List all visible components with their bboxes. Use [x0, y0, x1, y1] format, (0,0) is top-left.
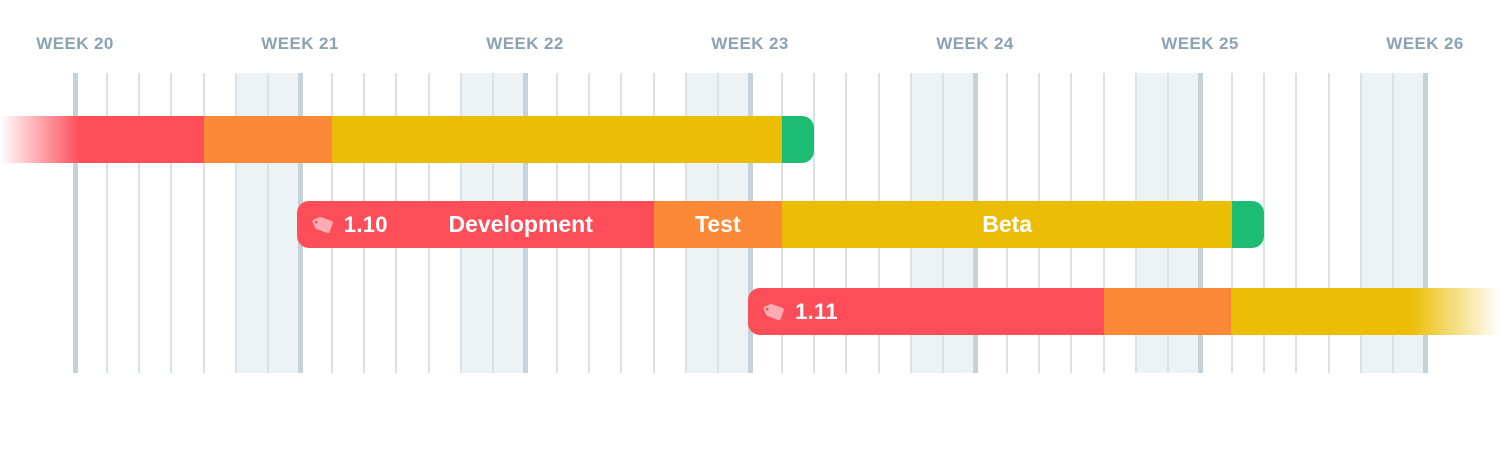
- week-label: WEEK 24: [936, 34, 1014, 53]
- week-label: WEEK 22: [486, 34, 564, 53]
- day-gridline: [1263, 73, 1266, 373]
- day-gridline: [170, 73, 173, 373]
- gantt-segment-development[interactable]: 1.11: [748, 288, 1104, 335]
- day-gridline: [234, 73, 237, 373]
- version-tag: 1.11: [748, 299, 838, 325]
- week-gridline: [72, 73, 78, 373]
- gantt-segment-test[interactable]: Test: [653, 201, 783, 248]
- gantt-segment-test[interactable]: [203, 116, 333, 163]
- gantt-segment-beta[interactable]: [332, 116, 783, 163]
- gantt-segment-release[interactable]: [1232, 201, 1265, 248]
- week-gridline: [1422, 73, 1428, 373]
- week-label: WEEK 25: [1161, 34, 1239, 53]
- day-gridline: [202, 73, 205, 373]
- week-label: WEEK 23: [711, 34, 789, 53]
- version-label: 1.10: [343, 211, 388, 237]
- gantt-segment-release[interactable]: [782, 116, 815, 163]
- week-label: WEEK 20: [36, 34, 114, 53]
- phase-label: Beta: [982, 211, 1033, 237]
- gantt-segment-beta[interactable]: Beta: [782, 201, 1233, 248]
- day-gridline: [266, 73, 269, 373]
- day-gridline: [1391, 73, 1394, 373]
- gantt-segment-beta[interactable]: [1230, 288, 1500, 335]
- gantt-segment-development[interactable]: 1.10 Development: [296, 201, 654, 248]
- day-gridline: [106, 73, 109, 373]
- day-gridline: [1295, 73, 1298, 373]
- week-label: WEEK 26: [1386, 34, 1464, 53]
- tag-icon: [760, 297, 789, 326]
- gantt-segment-test[interactable]: [1103, 288, 1231, 335]
- phase-label: Test: [695, 211, 741, 237]
- day-gridline: [1327, 73, 1330, 373]
- gantt-segment-development[interactable]: [0, 116, 204, 163]
- tag-icon: [309, 210, 338, 239]
- phase-label: Development: [448, 211, 593, 237]
- version-tag: 1.10: [297, 212, 388, 238]
- version-label: 1.11: [795, 298, 838, 324]
- day-gridline: [138, 73, 141, 373]
- week-label: WEEK 21: [261, 34, 339, 53]
- day-gridline: [1359, 73, 1362, 373]
